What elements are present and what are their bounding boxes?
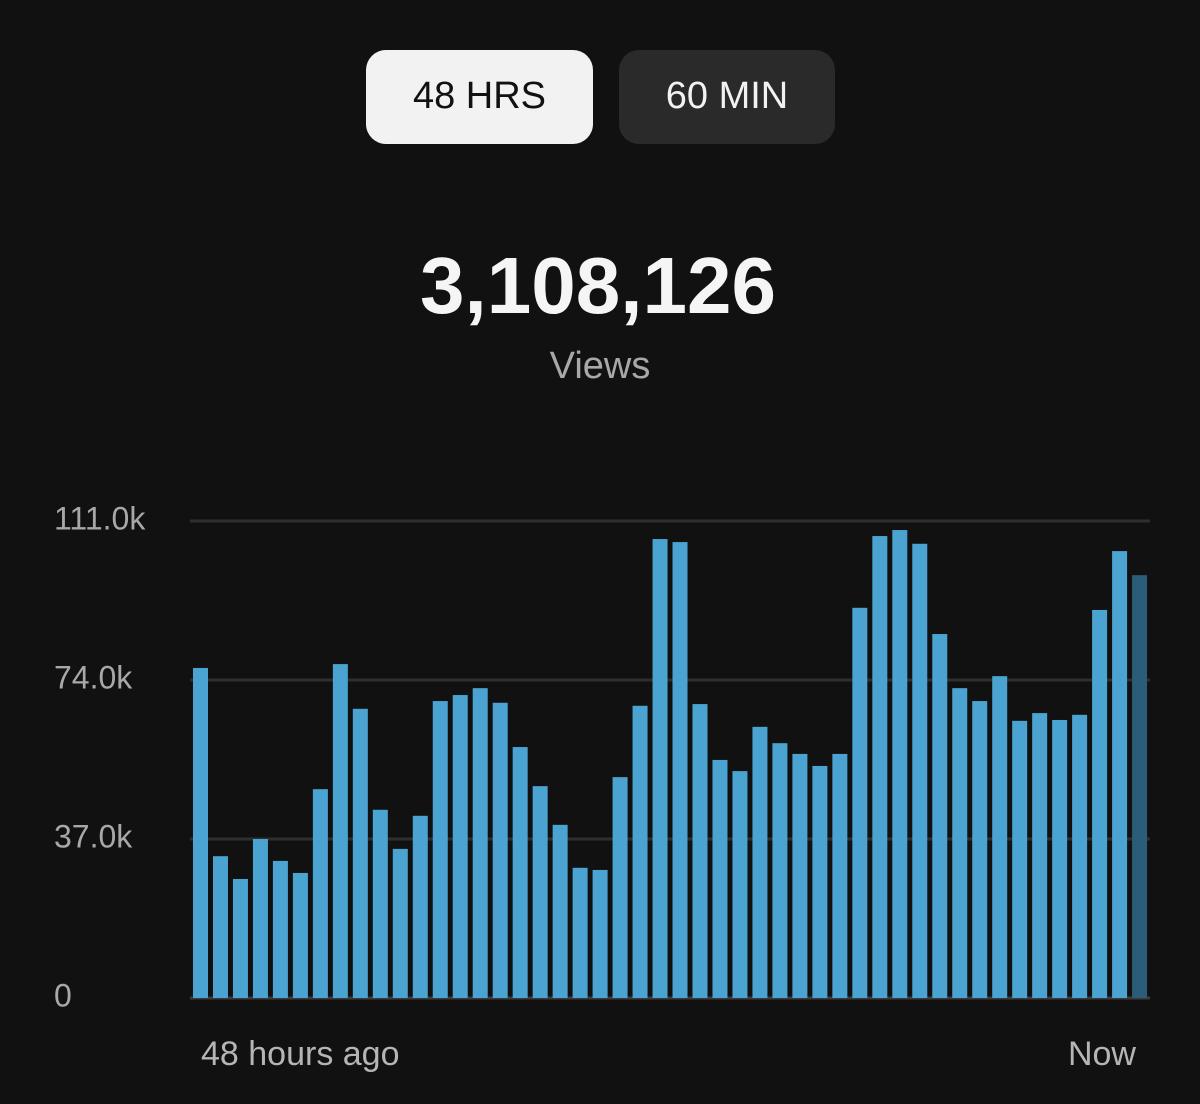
- bar: [952, 688, 968, 998]
- bar: [992, 676, 1008, 998]
- bar: [612, 777, 628, 998]
- tab-button[interactable]: [366, 50, 593, 144]
- x-start-label: 48 hours ago: [201, 1035, 400, 1073]
- bar: [432, 701, 448, 998]
- bar: [492, 702, 508, 998]
- bar: [732, 771, 748, 998]
- bar: [272, 860, 288, 998]
- bar: [1092, 609, 1108, 998]
- bar: [1132, 575, 1148, 998]
- total-label: Views: [550, 345, 651, 387]
- bar: [352, 708, 368, 998]
- bar: [692, 704, 708, 998]
- bar: [532, 786, 548, 998]
- bar: [632, 705, 648, 998]
- bar: [752, 726, 768, 998]
- bar: [412, 815, 428, 998]
- bar: [592, 869, 608, 998]
- bar: [1052, 719, 1068, 998]
- bar: [572, 867, 588, 998]
- bar: [332, 664, 348, 998]
- bar: [912, 543, 928, 998]
- bar: [892, 530, 908, 998]
- bar: [872, 536, 888, 998]
- bar: [972, 701, 988, 998]
- bar: [252, 839, 268, 998]
- bar: [852, 607, 868, 998]
- bar: [792, 753, 808, 998]
- bar: [512, 747, 528, 998]
- bar: [812, 765, 828, 998]
- bar: [452, 695, 468, 998]
- bar: [372, 809, 388, 998]
- bar: [292, 872, 308, 998]
- tab-label[interactable]: 60 MIN: [666, 75, 788, 117]
- bar: [552, 824, 568, 998]
- bar: [832, 753, 848, 998]
- bar: [212, 856, 228, 998]
- y-tick-label: 0: [54, 977, 72, 1013]
- y-tick-label: 111.0k: [54, 500, 146, 536]
- bar: [392, 848, 408, 998]
- bar: [232, 878, 248, 998]
- bar: [193, 667, 208, 998]
- bar: [772, 743, 788, 998]
- bar: [472, 688, 488, 998]
- y-tick-label: 74.0k: [54, 659, 133, 695]
- bar: [312, 789, 328, 998]
- bar: [1112, 551, 1128, 998]
- total-views: 3,108,126: [420, 241, 776, 330]
- bar: [1032, 713, 1048, 998]
- bar: [1012, 720, 1028, 998]
- bar: [672, 542, 688, 998]
- bar: [652, 539, 668, 998]
- tab-label[interactable]: 48 HRS: [413, 75, 546, 117]
- tab-button[interactable]: [619, 50, 835, 144]
- bar: [1072, 714, 1088, 998]
- bar: [932, 634, 948, 998]
- x-end-label: Now: [1068, 1035, 1136, 1073]
- bar: [712, 759, 728, 998]
- y-tick-label: 37.0k: [54, 818, 133, 854]
